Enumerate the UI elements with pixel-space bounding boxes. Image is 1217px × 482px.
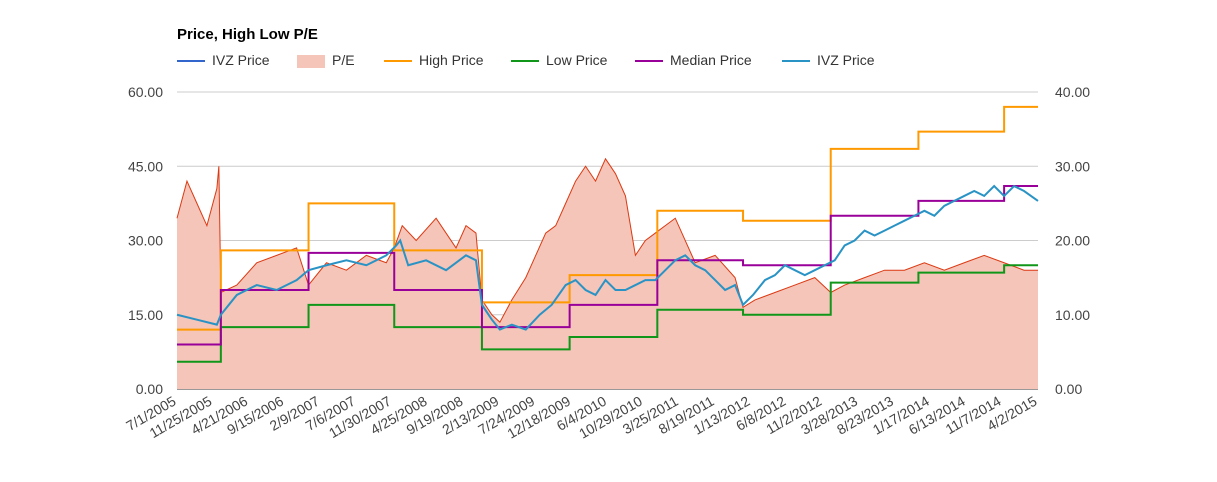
y-left-tick-label: 45.00 xyxy=(128,158,163,174)
legend-swatch-high-price xyxy=(384,60,412,62)
pe-line xyxy=(176,157,1038,323)
high-price-line xyxy=(177,105,1038,331)
y-right-tick-label: 0.00 xyxy=(1055,381,1082,397)
y-left-tick-label: 60.00 xyxy=(128,84,163,100)
y-axis-left: 0.00 15.00 30.00 45.00 60.00 xyxy=(128,84,163,397)
chart-title: Price, High Low P/E xyxy=(177,26,318,43)
x-axis: 7/1/200511/25/20054/21/20069/15/20062/9/… xyxy=(123,393,1039,442)
legend-label: IVZ Price xyxy=(212,52,270,68)
low-price-line xyxy=(177,264,1038,363)
legend-swatch-ivz-price xyxy=(177,60,205,62)
y-left-tick-label: 30.00 xyxy=(128,233,163,249)
legend-swatch-ivz-price-2 xyxy=(782,60,810,62)
legend-label: IVZ Price xyxy=(817,52,875,68)
y-right-tick-label: 20.00 xyxy=(1055,233,1090,249)
legend-label: Median Price xyxy=(670,52,752,68)
y-left-tick-label: 15.00 xyxy=(128,307,163,323)
ivz-price-line xyxy=(176,184,1039,331)
pe-area-layer xyxy=(176,157,1038,389)
legend-label: Low Price xyxy=(546,52,608,68)
y-right-tick-label: 40.00 xyxy=(1055,84,1090,100)
legend-label: P/E xyxy=(332,52,355,68)
legend-swatch-low-price xyxy=(511,60,539,62)
series-lines-layer xyxy=(176,105,1039,363)
y-axis-right: 0.00 10.00 20.00 30.00 40.00 xyxy=(1055,84,1090,397)
pe-area xyxy=(177,158,1038,389)
y-left-tick-label: 0.00 xyxy=(136,381,163,397)
y-right-tick-label: 30.00 xyxy=(1055,158,1090,174)
legend-swatch-pe xyxy=(297,55,325,68)
legend-label: High Price xyxy=(419,52,484,68)
y-right-tick-label: 10.00 xyxy=(1055,307,1090,323)
legend-swatch-median-price xyxy=(635,60,663,62)
